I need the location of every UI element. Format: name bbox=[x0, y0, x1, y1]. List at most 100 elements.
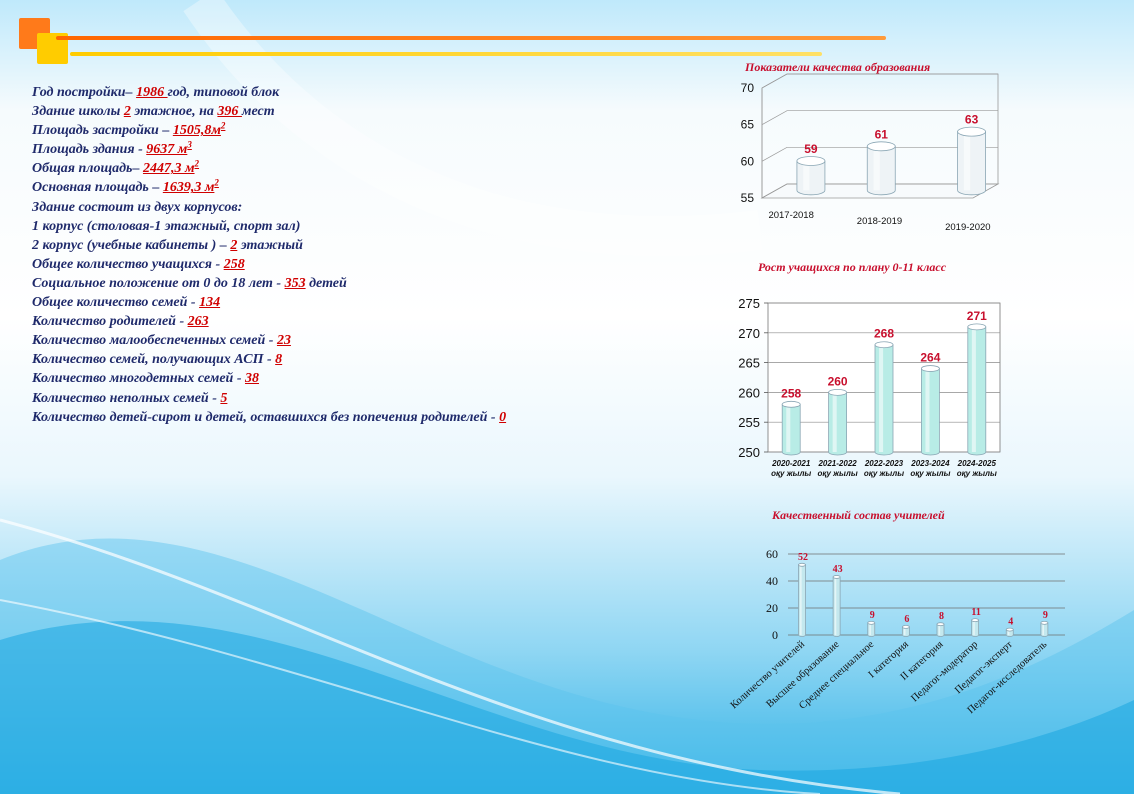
x-tick-label: оқу жылы bbox=[771, 469, 811, 478]
chart-students-title: Рост учащихся по плану 0-11 класс bbox=[758, 260, 947, 274]
info-value: 38 bbox=[244, 371, 259, 387]
y-tick-label: 70 bbox=[741, 81, 755, 95]
info-line: 2 корпус (учебные кабинеты ) – 2 этажный bbox=[32, 236, 592, 255]
data-label: 271 bbox=[967, 309, 987, 323]
info-line: Площадь здания - 9637 м3 bbox=[32, 140, 592, 159]
info-text: Здание состоит из двух корпусов: bbox=[32, 199, 243, 215]
info-value: 2 bbox=[123, 104, 131, 120]
gridline bbox=[761, 110, 998, 125]
info-value: 396 bbox=[217, 104, 242, 120]
info-value: 23 bbox=[276, 333, 291, 349]
info-line: Общее количество семей - 134 bbox=[32, 293, 592, 312]
info-text: Социальное положение от 0 до 18 лет - bbox=[32, 275, 285, 291]
info-line: Количество малообеспеченных семей - 23 bbox=[32, 331, 592, 350]
info-line: Социальное положение от 0 до 18 лет - 35… bbox=[32, 274, 592, 293]
info-text: Здание школы bbox=[32, 104, 124, 120]
y-tick-label: 20 bbox=[766, 601, 778, 615]
y-tick-label: 60 bbox=[741, 154, 755, 168]
bar bbox=[920, 365, 940, 456]
info-text: Количество малообеспеченных семей - bbox=[32, 333, 277, 349]
data-label: 59 bbox=[804, 142, 818, 156]
info-line: Количество неполных семей - 5 bbox=[32, 389, 592, 408]
y-tick-label: 0 bbox=[772, 628, 778, 642]
info-text: Количество родителей - bbox=[32, 314, 188, 330]
info-text: 1 корпус (столовая-1 этажный, спорт зал) bbox=[32, 218, 301, 234]
y-tick-label: 265 bbox=[738, 356, 760, 371]
info-text: детей bbox=[305, 275, 347, 291]
bar bbox=[957, 126, 986, 196]
info-value: 263 bbox=[187, 314, 209, 330]
y-tick-label: 270 bbox=[738, 326, 760, 341]
data-label: 61 bbox=[875, 127, 889, 141]
chart-quality-title: Показатели качества образования bbox=[745, 60, 931, 74]
data-label: 63 bbox=[965, 113, 979, 127]
bar bbox=[967, 323, 987, 456]
info-line: Общая площадь– 2447,3 м2 bbox=[32, 159, 592, 178]
info-value: 2447,3 м bbox=[142, 161, 195, 177]
info-value: 2 bbox=[230, 237, 238, 253]
chart-quality: 55 60 65 70 59 2017-2018 61 2018-2019 63 2019-202… bbox=[741, 73, 1000, 233]
bar bbox=[832, 575, 841, 637]
info-text: Количество детей-сирот и детей, оставших… bbox=[32, 409, 500, 425]
data-label: 9 bbox=[870, 610, 875, 621]
info-line: Здание состоит из двух корпусов: bbox=[32, 198, 592, 217]
info-value: 2 bbox=[194, 158, 200, 169]
x-tick-label: 2024-2025 bbox=[957, 459, 997, 468]
bar bbox=[866, 141, 896, 196]
info-value: 0 bbox=[499, 409, 507, 425]
info-value: 2 bbox=[220, 120, 226, 131]
y-tick-label: 255 bbox=[738, 415, 760, 430]
gridline bbox=[761, 146, 998, 162]
info-text: Площадь застройки – bbox=[32, 123, 173, 139]
info-text: мест bbox=[241, 104, 275, 120]
info-text: Основная площадь – bbox=[32, 180, 163, 196]
yellow-line-decoration bbox=[70, 52, 822, 56]
info-value: 9637 м bbox=[146, 142, 188, 158]
bar bbox=[798, 562, 806, 637]
data-label: 264 bbox=[920, 351, 940, 365]
info-value: 353 bbox=[284, 275, 306, 291]
bar bbox=[936, 622, 945, 637]
info-value: 5 bbox=[220, 390, 228, 406]
y-tick-label: 275 bbox=[738, 296, 760, 311]
data-label: 6 bbox=[904, 614, 909, 625]
y-tick-label: 60 bbox=[766, 547, 778, 561]
info-value: 3 bbox=[187, 139, 192, 150]
bar bbox=[781, 400, 801, 456]
info-line: Площадь застройки – 1505,8м2 bbox=[32, 121, 592, 140]
info-text: Год постройки– bbox=[32, 85, 137, 100]
info-line: Количество семей, получающих АСП - 8 bbox=[32, 350, 592, 369]
data-label: 9 bbox=[1043, 610, 1048, 621]
data-label: 11 bbox=[971, 607, 980, 618]
info-value: 1639,3 м bbox=[162, 180, 215, 196]
info-value: 1986 bbox=[136, 85, 168, 100]
info-text: Количество многодетных семей - bbox=[32, 371, 245, 387]
info-text: этажный bbox=[237, 237, 303, 253]
school-info-list: Год постройки– 1986 год, типовой блок Зда… bbox=[32, 83, 592, 427]
info-value: 134 bbox=[199, 295, 221, 311]
bar bbox=[1040, 620, 1049, 637]
y-tick-label: 40 bbox=[766, 574, 778, 588]
data-label: 52 bbox=[798, 552, 808, 563]
info-line: Общее количество учащихся - 258 bbox=[32, 255, 592, 274]
data-label: 4 bbox=[1008, 617, 1013, 628]
info-text: этажное, на bbox=[130, 104, 218, 120]
info-text: 2 корпус (учебные кабинеты ) – bbox=[32, 237, 231, 253]
info-text: Общее количество учащихся - bbox=[32, 256, 224, 272]
info-line: Год постройки– 1986 год, типовой блок bbox=[32, 83, 592, 102]
y-tick-label: 65 bbox=[741, 118, 755, 132]
x-tick-label: 2020-2021 bbox=[771, 459, 811, 468]
info-value: 2 bbox=[214, 177, 219, 188]
x-tick-label: оқу жылы bbox=[957, 469, 997, 478]
data-label: 258 bbox=[781, 386, 801, 400]
chart-teachers-title: Качественный состав учителей bbox=[772, 508, 945, 522]
x-tick-label: оқу жылы bbox=[864, 469, 904, 478]
info-line: Здание школы 2 этажное, на 396 мест bbox=[32, 102, 592, 121]
info-text: Общая площадь– bbox=[32, 161, 143, 177]
x-tick-label: Педагог-модератор bbox=[909, 639, 980, 704]
x-tick-label: 2018-2019 bbox=[857, 216, 902, 227]
bar bbox=[901, 625, 910, 637]
x-tick-label: 2023-2024 bbox=[910, 459, 950, 468]
